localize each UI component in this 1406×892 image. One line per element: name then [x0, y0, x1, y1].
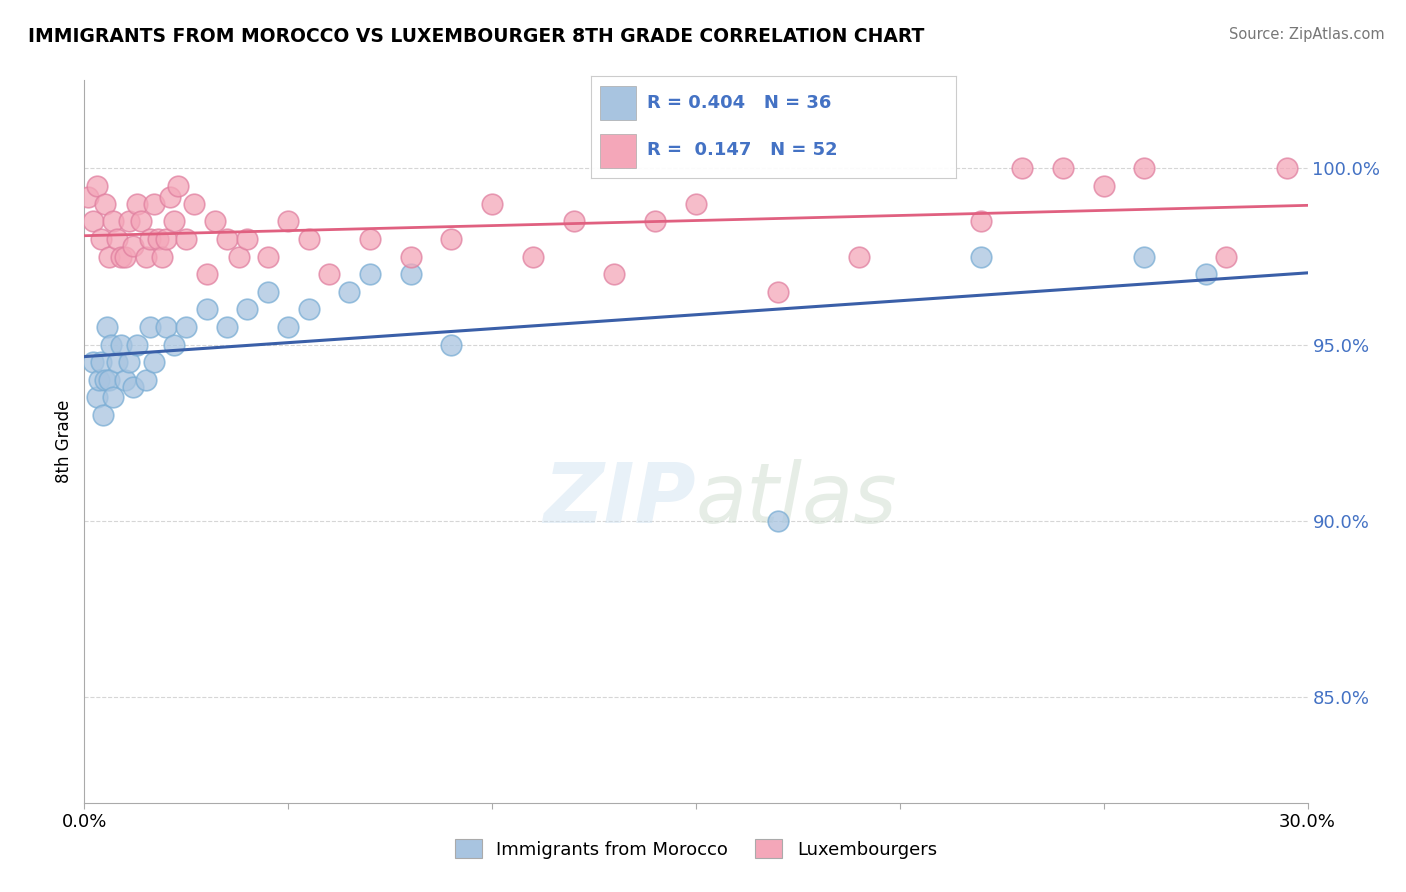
Point [1011, 161, 1033, 176]
Text: Source: ZipAtlas.com: Source: ZipAtlas.com [1229, 27, 1385, 42]
Point [359, 232, 381, 246]
Point [277, 320, 299, 334]
Point [82, 355, 104, 369]
Point [142, 355, 165, 369]
Point [440, 232, 463, 246]
Point [848, 250, 870, 264]
Point [167, 179, 190, 194]
Point [236, 232, 259, 246]
Point [1133, 250, 1156, 264]
Point [174, 320, 197, 334]
Point [90, 232, 112, 246]
Point [399, 250, 422, 264]
Legend: Immigrants from Morocco, Luxembourgers: Immigrants from Morocco, Luxembourgers [447, 832, 945, 866]
Text: R =  0.147   N = 52: R = 0.147 N = 52 [647, 141, 838, 159]
Point [163, 337, 186, 351]
Point [217, 320, 239, 334]
Point [1277, 161, 1299, 176]
Text: IMMIGRANTS FROM MOROCCO VS LUXEMBOURGER 8TH GRADE CORRELATION CHART: IMMIGRANTS FROM MOROCCO VS LUXEMBOURGER … [28, 27, 925, 45]
Point [122, 380, 145, 394]
Point [195, 267, 218, 281]
Point [183, 196, 205, 211]
Point [93, 373, 115, 387]
Point [298, 232, 321, 246]
Point [195, 302, 218, 317]
Point [766, 514, 789, 528]
Point [1092, 179, 1115, 194]
Bar [599, 135, 637, 168]
Point [217, 232, 239, 246]
Bar [599, 87, 637, 120]
Point [155, 232, 177, 246]
Point [257, 250, 280, 264]
Point [481, 196, 503, 211]
Point [970, 214, 993, 228]
Point [110, 337, 132, 351]
Point [562, 214, 585, 228]
Point [766, 285, 789, 299]
Point [257, 285, 280, 299]
Point [204, 214, 226, 228]
Point [118, 355, 141, 369]
Point [138, 320, 160, 334]
Point [163, 214, 186, 228]
Point [87, 373, 110, 387]
Point [138, 232, 160, 246]
Point [339, 285, 361, 299]
Point [603, 267, 626, 281]
Point [86, 391, 108, 405]
Point [105, 232, 128, 246]
Point [359, 267, 381, 281]
Point [146, 232, 169, 246]
Point [142, 196, 165, 211]
Text: ZIP: ZIP [543, 458, 696, 540]
Point [127, 337, 149, 351]
Point [97, 373, 120, 387]
Point [100, 337, 122, 351]
Point [97, 250, 120, 264]
Point [685, 196, 707, 211]
Point [174, 232, 197, 246]
Point [110, 250, 132, 264]
Point [155, 320, 177, 334]
Point [101, 391, 124, 405]
Point [150, 250, 173, 264]
Point [91, 408, 114, 422]
Point [101, 214, 124, 228]
Point [114, 373, 136, 387]
Point [1195, 267, 1218, 281]
Point [228, 250, 250, 264]
Point [1215, 250, 1237, 264]
Point [131, 214, 153, 228]
Point [86, 179, 108, 194]
Text: atlas: atlas [696, 458, 897, 540]
Point [93, 196, 115, 211]
Point [1133, 161, 1156, 176]
Point [96, 320, 118, 334]
Point [135, 373, 157, 387]
Text: R = 0.404   N = 36: R = 0.404 N = 36 [647, 94, 831, 112]
Point [522, 250, 544, 264]
Point [77, 189, 100, 203]
Point [159, 189, 181, 203]
Point [399, 267, 422, 281]
Point [970, 250, 993, 264]
Point [644, 214, 666, 228]
Point [82, 214, 104, 228]
Point [277, 214, 299, 228]
Point [236, 302, 259, 317]
Point [114, 250, 136, 264]
Point [318, 267, 340, 281]
Point [440, 337, 463, 351]
Point [135, 250, 157, 264]
Point [105, 355, 128, 369]
Point [1052, 161, 1074, 176]
Point [122, 239, 145, 253]
Point [90, 355, 112, 369]
Point [298, 302, 321, 317]
Y-axis label: 8th Grade: 8th Grade [55, 400, 73, 483]
Point [127, 196, 149, 211]
Point [118, 214, 141, 228]
